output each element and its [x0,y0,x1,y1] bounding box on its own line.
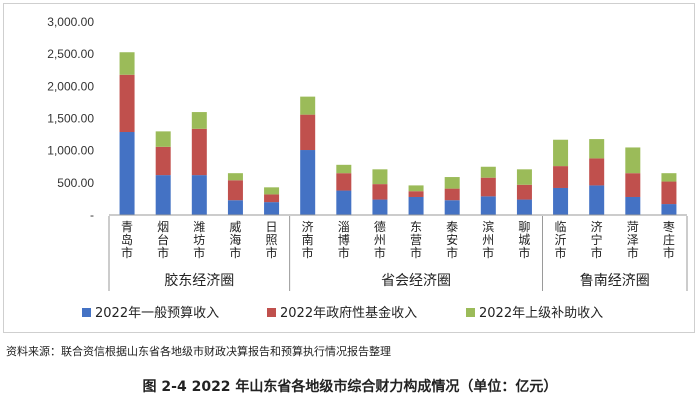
bar-segment [372,199,388,215]
bar-segment [516,199,532,215]
bar-segment [119,74,135,133]
x-tick-label: 济宁市 [591,219,603,260]
bar-segment [227,200,243,215]
bar-segment [191,175,207,215]
bar-segment [625,173,641,197]
bar-segment [119,132,135,215]
bar-segment [589,185,605,215]
bar-segment [661,181,677,205]
legend-swatch [466,308,475,317]
x-tick-label: 淄博市 [338,220,350,260]
chart-frame: - 500.00 1,000.00 1,500.00 2,000.00 2,500.00 3… [3,3,695,333]
bar-segment [553,187,569,215]
bar-segment [553,166,569,188]
bar-segment [553,139,569,167]
bar-segment [444,177,460,189]
bar-segment [264,187,280,195]
source-note: 资料来源：联合资信根据山东省各地级市财政决算报告和预算执行情况报告整理 [6,345,391,358]
legend: 2022年一般预算收入 2022年政府性基金收入 2022年上级补助收入 [82,305,603,321]
bar-segment [408,196,424,215]
bar-segment [227,180,243,201]
legend-swatch [267,308,276,317]
bar-segment [480,196,496,215]
y-tick-label: 3,000.00 [47,15,94,29]
y-tick-label: 2,500.00 [47,47,94,61]
legend-label: 2022年上级补助收入 [479,306,603,321]
bar-segment [336,190,352,215]
legend-swatch [82,308,91,317]
y-tick-label: - [90,208,94,222]
x-tick-label: 临沂市 [555,220,567,260]
group-label: 省会经济圈 [381,273,451,289]
bar-segment [444,200,460,215]
bar-segment [336,173,352,191]
bar-segment [408,191,424,197]
bar-segment [155,146,171,176]
group-label: 胶东经济圈 [164,272,234,289]
bar-segment [264,202,280,215]
x-tick-label: 泰安市 [446,220,458,260]
bar-segment [155,131,171,147]
x-tick-label: 聊城市 [518,220,530,260]
bar-segment [661,173,677,182]
legend-label: 2022年一般预算收入 [95,305,219,321]
bar-segment [155,175,171,215]
figure-caption: 图 2-4 2022 年山东省各地级市综合财力构成情况（单位：亿元） [142,379,558,395]
bar-segment [480,166,496,178]
bar-segment [516,169,532,185]
x-tick-label: 德州市 [374,219,386,260]
bar-segment [119,52,135,75]
bar-segment [264,194,280,203]
bar-segment [480,177,496,197]
bar-segment [661,204,677,215]
bar-segment [227,173,243,181]
bar-segment [191,128,207,176]
bar-segment [516,184,532,200]
bar-segment [372,169,388,185]
stacked-bar-chart: - 500.00 1,000.00 1,500.00 2,000.00 2,500.00 3… [47,15,688,321]
bar-segment [444,188,460,201]
x-tick-label: 济南市 [302,219,314,260]
x-tick-label: 潍坊市 [193,220,205,260]
bar-segment [625,196,641,215]
y-axis: - 500.00 1,000.00 1,500.00 2,000.00 2,500.00 3… [47,15,94,222]
bar-segment [191,112,207,129]
bar-segment [589,139,605,159]
y-tick-label: 1,000.00 [47,144,94,158]
x-tick-label: 东营市 [410,220,422,260]
legend-label: 2022年政府性基金收入 [280,305,417,321]
x-axis: 青岛市 烟台市 潍坊市 威海市 日照市 济南市 淄博市 德州市 东营市 泰安市 滨州市 聊城市 临沂市 济… [108,214,688,291]
y-tick-label: 500.00 [57,176,94,190]
bar-segment [625,147,641,174]
bar-segment [300,114,316,151]
bar-segment [408,185,424,192]
y-tick-label: 2,000.00 [47,79,94,93]
group-label: 鲁南经济圈 [580,273,650,289]
x-tick-label: 威海市 [229,220,241,260]
x-tick-label: 枣庄市 [663,220,675,260]
y-tick-label: 1,500.00 [47,112,94,126]
bars [119,52,677,215]
bar-segment [336,164,352,174]
bar-segment [300,150,316,215]
bar-segment [372,184,388,200]
x-tick-label: 青岛市 [121,220,133,260]
x-tick-label: 菏泽市 [627,220,639,260]
x-tick-label: 滨州市 [482,219,494,260]
x-tick-label: 烟台市 [157,220,169,260]
bar-segment [589,158,605,186]
x-tick-label: 日照市 [266,220,278,260]
bar-segment [300,96,316,115]
